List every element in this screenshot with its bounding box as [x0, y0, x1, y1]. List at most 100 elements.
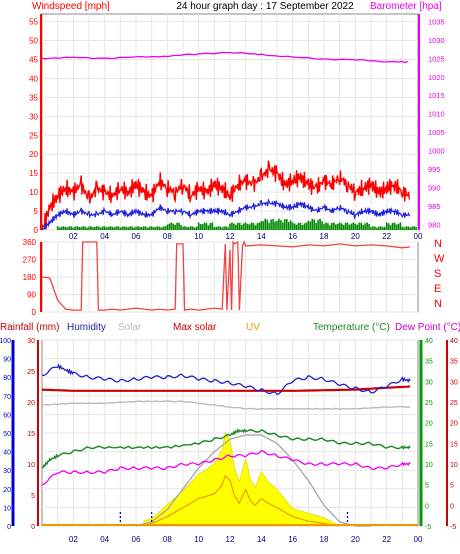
x-tick-label: 12: [226, 232, 235, 241]
dew-point-tick-label: 20: [450, 421, 458, 428]
x-tick-label: 20: [351, 232, 360, 241]
barometer-line: [41, 51, 409, 64]
legend-solar: Solar: [118, 322, 142, 333]
compass-label: S: [434, 268, 441, 280]
solar-line: [41, 400, 411, 410]
compass-label: E: [434, 283, 441, 295]
humidity-tick-label: 30: [3, 468, 11, 475]
x-tick-label: 08: [163, 535, 172, 544]
rainfall-tick-label: 5: [31, 493, 35, 500]
temperature-line: [41, 428, 411, 469]
temperature-tick-label: -5: [425, 524, 431, 531]
x-tick-label: 20: [351, 535, 360, 544]
humidity-tick-label: 0: [7, 524, 11, 531]
direction-tick-label: 90: [27, 291, 36, 300]
x-tick-label: 18: [320, 232, 329, 241]
barometer-tick-label: 1030: [428, 36, 445, 45]
barometer-tick-label: 985: [428, 202, 441, 211]
wind-direction-line: [41, 240, 411, 311]
dew-point-tick-label: 15: [450, 441, 458, 448]
humidity-tick-label: 50: [3, 431, 11, 438]
x-tick-label: 16: [288, 232, 297, 241]
humidity-line: [41, 362, 411, 396]
dew-point-tick-label: 25: [450, 400, 458, 407]
dew-point-tick-label: 30: [450, 379, 458, 386]
temperature-tick-label: 15: [425, 441, 433, 448]
x-tick-label: 14: [257, 535, 266, 544]
rainfall-tick-label: 25: [27, 369, 35, 376]
legend-rainfall: Rainfall (mm): [0, 322, 59, 333]
climate-x-axis-ticks: 02 04 06 08 10 12 14 16 18 20 22 00: [69, 535, 423, 544]
windspeed-tick-label: 55: [29, 18, 38, 27]
x-tick-label: 12: [226, 535, 235, 544]
barometer-tick-label: 1025: [428, 54, 445, 63]
x-tick-label: 00: [414, 232, 423, 241]
rainfall-tick-label: 10: [27, 462, 35, 469]
compass-label: W: [434, 253, 445, 265]
x-tick-label: 10: [194, 535, 203, 544]
windspeed-tick-label: 35: [29, 93, 38, 102]
temperature-tick-label: 30: [425, 379, 433, 386]
uv-line: [143, 474, 340, 527]
wind-x-axis-ticks: 02 04 06 08 10 12 14 16 18 20 22 00: [69, 232, 423, 241]
humidity-tick-label: 10: [3, 505, 11, 512]
windspeed-tick-label: 10: [29, 188, 38, 197]
humidity-tick-label: 100: [0, 338, 11, 345]
temperature-tick-label: 40: [425, 338, 433, 345]
rainfall-tick-label: 0: [31, 524, 35, 531]
climate-axes: 0102030405060708090100051015202530-50510…: [0, 338, 458, 531]
legend-max-solar: Max solar: [173, 322, 217, 333]
direction-tick-label: 360: [23, 238, 37, 247]
climate-series-group: [41, 362, 418, 527]
windspeed-tick-label: 40: [29, 74, 38, 83]
barometer-tick-label: 990: [428, 184, 441, 193]
windspeed-tick-label: 15: [29, 169, 38, 178]
dew-point-tick-label: 10: [450, 462, 458, 469]
dew-point-tick-label: 35: [450, 359, 458, 366]
x-tick-label: 22: [382, 535, 391, 544]
legend-humidity: Humidity: [67, 322, 106, 333]
windspeed-tick-label: 25: [29, 131, 38, 140]
barometer-tick-label: 1005: [428, 128, 445, 137]
barometer-axis-title: Barometer [hpa]: [370, 1, 442, 12]
windspeed-axis-ticks: 0 5 10 15 20 25 30 35 40 45 50 55: [29, 14, 42, 235]
barometer-axis-ticks: 980 985 990 995 1000 1005 1010 1015 1020 1025 1030…: [418, 14, 445, 230]
x-tick-label: 08: [163, 232, 172, 241]
legend-dew-point: Dew Point (°C): [395, 322, 460, 333]
x-tick-label: 10: [194, 232, 203, 241]
temperature-tick-label: 0: [425, 503, 429, 510]
legend-uv: UV: [246, 322, 260, 333]
dew-point-tick-label: -5: [450, 524, 456, 531]
wind-average-line: [41, 197, 410, 231]
x-tick-label: 04: [100, 232, 109, 241]
direction-tick-label: 0: [32, 308, 37, 317]
x-tick-label: 18: [320, 535, 329, 544]
barometer-tick-label: 1035: [428, 17, 445, 26]
windspeed-axis-title: Windspeed [mph]: [32, 1, 110, 12]
direction-axis-ticks: 0 90 180 270 360: [23, 238, 42, 317]
humidity-tick-label: 60: [3, 412, 11, 419]
x-tick-label: 22: [382, 232, 391, 241]
windspeed-tick-label: 5: [34, 207, 39, 216]
legend-temperature: Temperature (°C): [313, 322, 390, 333]
x-tick-label: 16: [288, 535, 297, 544]
windspeed-tick-label: 0: [34, 226, 39, 235]
humidity-tick-label: 70: [3, 394, 11, 401]
rainfall-tick-label: 30: [27, 338, 35, 345]
wind-gust-line: [41, 160, 411, 231]
temperature-tick-label: 25: [425, 400, 433, 407]
humidity-tick-label: 20: [3, 487, 11, 494]
direction-tick-label: 270: [23, 256, 37, 265]
barometer-tick-label: 1020: [428, 73, 445, 82]
temperature-tick-label: 35: [425, 359, 433, 366]
windspeed-tick-label: 45: [29, 55, 38, 64]
dew-point-tick-label: 5: [450, 483, 454, 490]
temperature-tick-label: 20: [425, 421, 433, 428]
humidity-tick-label: 80: [3, 375, 11, 382]
barometer-tick-label: 1000: [428, 147, 445, 156]
barometer-tick-label: 1010: [428, 110, 445, 119]
x-tick-label: 14: [257, 232, 266, 241]
x-tick-label: 06: [132, 535, 141, 544]
